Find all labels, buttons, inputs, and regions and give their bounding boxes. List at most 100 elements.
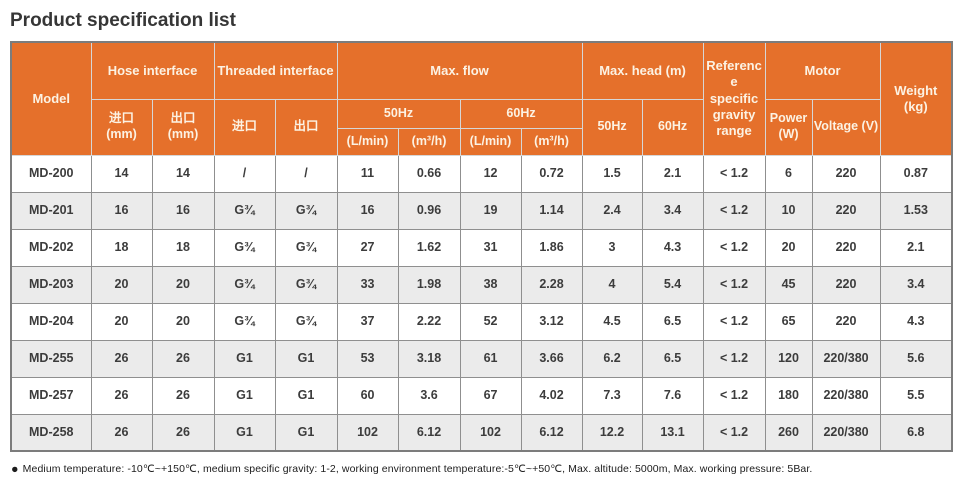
table-body: MD-200 14 14//11 0.66 12 0.72 1.5 2.1 < 1.2 6 220 0…	[10, 154, 953, 452]
table-row: MD-203 20 20 G¾ G¾ 33 1.98 38 2.28 4 5.4 < 1.2 45 220…	[10, 265, 953, 304]
value-cell: 7.3	[581, 376, 643, 415]
table-row: MD-204 20 20 G¾ G¾ 37 2.22 52 3.12 4.5 6.5 < 1.2 65 2…	[10, 302, 953, 341]
value-cell: 3.4	[641, 191, 704, 230]
value-cell: 0.72	[520, 154, 583, 193]
table-row: MD-201 16 16 G¾ G¾ 16 0.96 19 1.14 2.4 3.4 < 1.2 10 2…	[10, 191, 953, 230]
value-cell: 220/380	[811, 339, 881, 378]
value-cell: 20	[151, 302, 215, 341]
unit-flow-lmin-50hz: (L/min)	[336, 127, 399, 156]
value-cell: 14	[90, 154, 153, 193]
value-cell: 31	[459, 228, 522, 267]
value-cell: 45	[764, 265, 813, 304]
value-cell: 67	[459, 376, 522, 415]
col-header-max-head: Max. head (m)	[581, 41, 704, 100]
value-cell: 26	[151, 413, 215, 452]
table-row: MD-200 14 14//11 0.66 12 0.72 1.5 2.1 < 1.2 6 220 0…	[10, 154, 953, 193]
footnote-text: Medium temperature: -10℃~+150℃, medium s…	[22, 463, 813, 475]
value-cell: 102	[459, 413, 522, 452]
value-cell: < 1.2	[702, 228, 766, 267]
value-cell: 102	[336, 413, 399, 452]
col-header-max-flow: Max. flow	[336, 41, 583, 100]
value-cell: 5.4	[641, 265, 704, 304]
value-cell: 4.5	[581, 302, 643, 341]
page: Product specification list Model Hose in…	[10, 10, 954, 476]
table-row: MD-255 26 26 G1 G1 53 3.18 61 3.66 6.2 6.5 < 1.2 120…	[10, 339, 953, 378]
model-cell: MD-202	[10, 228, 92, 267]
value-cell: 16	[336, 191, 399, 230]
header-row-sub: 进口 (mm) 出口 (mm) 进口 出口 50Hz 60Hz 50Hz 60H…	[11, 98, 952, 156]
value-cell: G¾	[274, 265, 338, 304]
value-cell: 52	[459, 302, 522, 341]
value-cell: 37	[336, 302, 399, 341]
model-cell: MD-201	[10, 191, 92, 230]
value-cell: G1	[213, 339, 276, 378]
subheader-hose-outlet: 出口 (mm)	[151, 98, 215, 156]
value-cell: 18	[151, 228, 215, 267]
value-cell: 20	[90, 265, 153, 304]
value-cell: 220/380	[811, 413, 881, 452]
value-cell: 7.6	[641, 376, 704, 415]
header-row-units: (L/min) (m³/h) (L/min) (m³/h)	[11, 127, 952, 156]
model-cell: MD-257	[10, 376, 92, 415]
value-cell: G¾	[274, 191, 338, 230]
bullet-icon: ●	[11, 462, 19, 476]
value-cell: 260	[764, 413, 813, 452]
value-cell: 26	[90, 413, 153, 452]
value-cell: 19	[459, 191, 522, 230]
value-cell: 65	[764, 302, 813, 341]
col-header-weight: Weight (kg)	[879, 41, 953, 156]
value-cell: 26	[151, 339, 215, 378]
col-header-ref-gravity: Reference specific gravity range	[702, 41, 766, 156]
value-cell: 6.5	[641, 339, 704, 378]
value-cell: G1	[213, 413, 276, 452]
value-cell: 5.6	[879, 339, 953, 378]
value-cell: 61	[459, 339, 522, 378]
subheader-voltage: Voltage (V)	[811, 98, 881, 156]
value-cell: 3.4	[879, 265, 953, 304]
value-cell: G1	[274, 413, 338, 452]
value-cell: G¾	[213, 191, 276, 230]
value-cell: 6.12	[520, 413, 583, 452]
value-cell: 16	[151, 191, 215, 230]
unit-flow-m3h-60hz: (m³/h)	[520, 127, 583, 156]
col-header-motor: Motor	[764, 41, 881, 100]
value-cell: 0.96	[397, 191, 461, 230]
value-cell: 27	[336, 228, 399, 267]
value-cell: 2.28	[520, 265, 583, 304]
value-cell: 6.5	[641, 302, 704, 341]
value-cell: G¾	[274, 302, 338, 341]
model-cell: MD-200	[10, 154, 92, 193]
value-cell: G¾	[213, 302, 276, 341]
value-cell: 3	[581, 228, 643, 267]
table-row: MD-202 18 18 G¾ G¾ 27 1.62 31 1.86 3 4.3 < 1.2 20 220…	[10, 228, 953, 267]
value-cell: 220	[811, 154, 881, 193]
value-cell: 2.1	[879, 228, 953, 267]
value-cell: < 1.2	[702, 413, 766, 452]
value-cell: 4	[581, 265, 643, 304]
unit-flow-m3h-50hz: (m³/h)	[397, 127, 461, 156]
value-cell: G1	[213, 376, 276, 415]
model-cell: MD-255	[10, 339, 92, 378]
model-cell: MD-258	[10, 413, 92, 452]
value-cell: G¾	[213, 265, 276, 304]
value-cell: 26	[90, 376, 153, 415]
subheader-flow-50hz: 50Hz	[336, 98, 461, 129]
subheader-flow-60hz: 60Hz	[459, 98, 583, 129]
subheader-hose-inlet: 进口 (mm)	[90, 98, 153, 156]
value-cell: 5.5	[879, 376, 953, 415]
value-cell: /	[274, 154, 338, 193]
col-header-hose-interface: Hose interface	[90, 41, 215, 100]
value-cell: 12	[459, 154, 522, 193]
value-cell: 120	[764, 339, 813, 378]
value-cell: 6.8	[879, 413, 953, 452]
value-cell: 12.2	[581, 413, 643, 452]
value-cell: G¾	[213, 228, 276, 267]
value-cell: 20	[90, 302, 153, 341]
value-cell: 220/380	[811, 376, 881, 415]
value-cell: 4.02	[520, 376, 583, 415]
value-cell: 13.1	[641, 413, 704, 452]
model-cell: MD-204	[10, 302, 92, 341]
value-cell: 4.3	[879, 302, 953, 341]
value-cell: 1.98	[397, 265, 461, 304]
table-row: MD-257 26 26 G1 G1 60 3.6 67 4.02 7.3 7.6 < 1.2 180 2…	[10, 376, 953, 415]
